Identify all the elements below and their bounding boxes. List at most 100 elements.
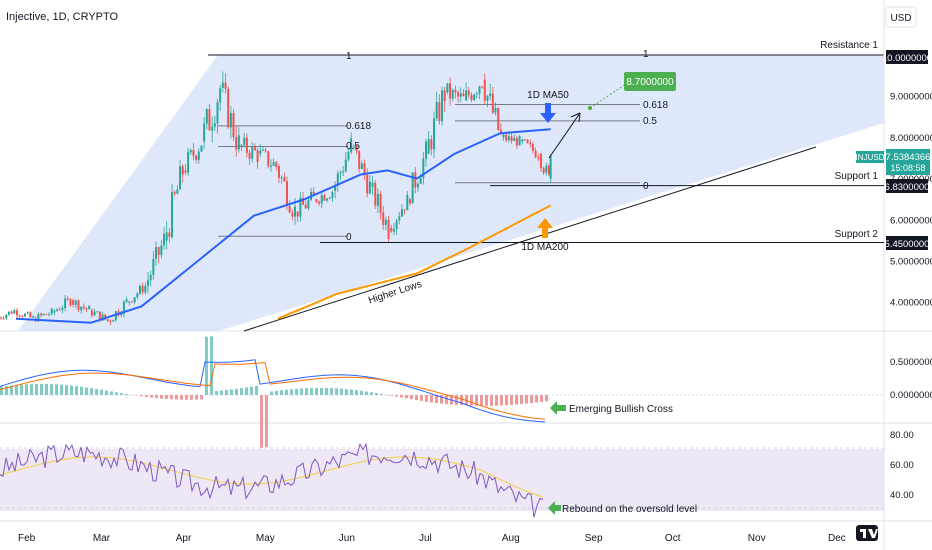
candle-body xyxy=(315,199,318,202)
macd-histogram-bar xyxy=(295,388,298,395)
candle-body xyxy=(261,149,264,151)
candle-body xyxy=(302,197,305,205)
time-axis-label: Jul xyxy=(419,533,432,544)
macd-histogram-bar xyxy=(155,395,158,399)
resistance-1-tag-value: 10.0000000 xyxy=(882,53,932,64)
candle-body xyxy=(542,168,545,173)
candle-body xyxy=(26,312,29,314)
candle-body xyxy=(374,182,377,206)
candle-body xyxy=(390,228,393,232)
fib-label-1-left: 1 xyxy=(346,51,352,62)
macd-axis-label: 0.5000000 xyxy=(890,357,932,368)
ma50-line xyxy=(15,128,551,324)
candle-body xyxy=(141,285,144,293)
candle-body xyxy=(229,113,232,128)
candle-body xyxy=(253,146,256,151)
macd-histogram-bar xyxy=(170,395,173,400)
price-axis-label: 8.0000000 xyxy=(890,133,932,144)
candle-body xyxy=(304,204,307,209)
candle-body xyxy=(470,95,473,100)
candle-body xyxy=(467,90,470,96)
macd-histogram-bar xyxy=(545,395,548,402)
macd-histogram-bar xyxy=(190,395,193,400)
price-axis-label: 4.0000000 xyxy=(890,298,932,309)
candle-body xyxy=(133,297,136,303)
candle-body xyxy=(318,201,321,204)
candle-body xyxy=(326,198,329,201)
candle-body xyxy=(168,232,171,238)
macd-histogram-bar xyxy=(470,395,473,406)
candle-body xyxy=(77,300,80,311)
candle-body xyxy=(387,219,390,239)
macd-histogram-bar xyxy=(60,384,63,395)
candle-body xyxy=(219,88,222,103)
time-axis-label: Dec xyxy=(828,533,846,544)
ma50-annotation: 1D MA50 xyxy=(527,90,569,101)
projection-arrow xyxy=(548,112,581,159)
support-2-label: Support 2 xyxy=(835,229,879,240)
macd-histogram-bar xyxy=(440,395,443,404)
macd-histogram-bar xyxy=(325,387,328,395)
macd-histogram-bar xyxy=(455,395,458,405)
macd-histogram-bar xyxy=(70,385,73,395)
candle-body xyxy=(144,285,147,293)
candle-body xyxy=(545,165,548,173)
candle-body xyxy=(104,314,107,320)
fib-label-0618-right: 0.618 xyxy=(643,100,668,111)
candle-body xyxy=(384,219,387,225)
macd-histogram-bar xyxy=(150,395,153,398)
candle-body xyxy=(350,138,353,153)
macd-histogram-bar xyxy=(140,395,143,397)
candle-body xyxy=(296,211,299,217)
candle-body xyxy=(269,165,272,167)
candle-body xyxy=(323,195,326,201)
macd-histogram-bar xyxy=(5,386,8,395)
rsi-axis-label: 60.00 xyxy=(890,460,914,471)
macd-histogram-bar xyxy=(50,384,53,395)
macd-histogram-bar xyxy=(315,387,318,395)
time-axis-label: Sep xyxy=(585,533,603,544)
macd-histogram-bar xyxy=(515,395,518,405)
candle-body xyxy=(211,126,214,131)
macd-layer xyxy=(0,336,884,448)
candle-body xyxy=(240,144,243,146)
candle-body xyxy=(336,173,339,186)
candle-body xyxy=(32,316,35,318)
candle-body xyxy=(146,280,149,286)
fib-label-0618-left: 0.618 xyxy=(346,121,371,132)
candle-body xyxy=(80,306,83,311)
rsi-axis-label: 40.00 xyxy=(890,490,914,501)
candle-body xyxy=(497,107,500,130)
candle-body xyxy=(534,150,537,158)
candle-body xyxy=(264,149,267,152)
candle-body xyxy=(267,151,270,167)
candle-body xyxy=(531,144,534,151)
time-axis-label: Nov xyxy=(748,533,766,544)
macd-histogram-bar xyxy=(250,386,253,395)
candle-body xyxy=(130,301,133,303)
candle-body xyxy=(18,315,21,317)
currency-button[interactable] xyxy=(885,6,917,28)
candle-body xyxy=(320,195,323,204)
candle-body xyxy=(171,192,174,238)
macd-histogram-bar xyxy=(260,395,263,448)
candle-body xyxy=(478,86,481,94)
macd-histogram-bar xyxy=(115,392,118,395)
candle-body xyxy=(251,146,254,159)
candle-body xyxy=(82,306,85,308)
currency-button-label[interactable]: USD xyxy=(890,13,911,24)
candle-body xyxy=(454,89,457,93)
candle-body xyxy=(200,145,203,152)
candle-body xyxy=(256,150,259,162)
candle-body xyxy=(523,139,526,141)
macd-histogram-bar xyxy=(350,389,353,395)
candle-body xyxy=(537,157,540,159)
candle-body xyxy=(344,159,347,172)
candle-body xyxy=(235,137,238,150)
candle-body xyxy=(24,313,27,317)
candle-body xyxy=(291,212,294,217)
candle-body xyxy=(435,102,438,119)
candle-body xyxy=(382,212,385,225)
macd-histogram-bar xyxy=(360,390,363,395)
candle-body xyxy=(505,134,508,141)
